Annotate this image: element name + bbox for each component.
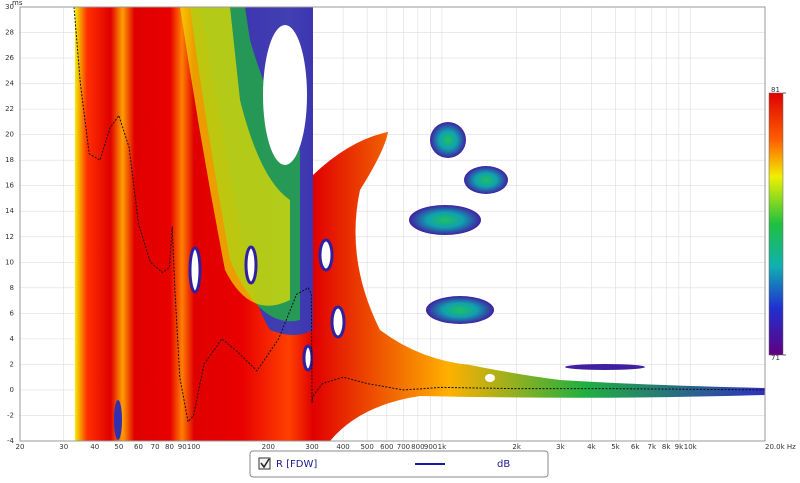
- x-tick-label: 500: [360, 443, 373, 451]
- x-tick-label: 100: [187, 443, 200, 451]
- colorbar-tick-label: 71: [771, 354, 780, 362]
- x-tick-label: 1k: [438, 443, 447, 451]
- y-tick-label: 22: [5, 105, 14, 113]
- x-tick-label: 30: [59, 443, 68, 451]
- x-tick-label: 200: [262, 443, 275, 451]
- x-tick-label: 50: [114, 443, 123, 451]
- heat-field: [75, 7, 765, 441]
- y-tick-label: 18: [5, 156, 14, 164]
- x-tick-label: 300: [305, 443, 318, 451]
- y-tick-label: 8: [10, 284, 14, 292]
- colorbar: [768, 92, 784, 356]
- y-tick-label: 10: [5, 258, 14, 266]
- y-tick-label: 2: [10, 360, 14, 368]
- x-tick-label: 7k: [648, 443, 657, 451]
- x-tick-label: 40: [90, 443, 99, 451]
- x-tick-label: 6k: [631, 443, 640, 451]
- plot-frame: [19, 6, 766, 442]
- x-tick-label: 20: [16, 443, 25, 451]
- legend-unit: dB: [497, 459, 510, 470]
- y-tick-label: 6: [10, 309, 15, 317]
- x-tick-label: 70: [151, 443, 160, 451]
- y-tick-label: -2: [7, 411, 14, 419]
- x-tick-label: 90: [178, 443, 187, 451]
- y-tick-label: 4: [10, 335, 15, 343]
- y-tick-label: 20: [5, 131, 14, 139]
- x-tick-label: 60: [134, 443, 143, 451]
- y-tick-label: 28: [5, 29, 14, 37]
- x-tick-label: 80: [165, 443, 174, 451]
- legend: R [FDW] dB: [249, 450, 549, 478]
- x-tick-label: 10k: [684, 443, 698, 451]
- x-tick-label: 800: [411, 443, 424, 451]
- peak-line: [73, 6, 766, 423]
- y-tick-label: 14: [5, 207, 14, 215]
- y-tick-label: -4: [7, 437, 15, 445]
- y-axis-label: ms: [12, 0, 23, 7]
- y-tick-label: 12: [5, 233, 14, 241]
- y-tick-label: 26: [5, 54, 14, 62]
- plot: [73, 6, 766, 423]
- x-tick-label: 9k: [675, 443, 684, 451]
- x-tick-label: 5k: [611, 443, 620, 451]
- legend-label: R [FDW]: [276, 459, 317, 470]
- x-tick-label: 2k: [512, 443, 521, 451]
- x-tick-label: 700: [397, 443, 410, 451]
- y-tick-label: 30: [5, 3, 14, 11]
- x-tick-label: 3k: [556, 443, 565, 451]
- x-tick-label: 20.0k Hz: [765, 443, 796, 451]
- x-tick-label: 400: [336, 443, 349, 451]
- y-tick-label: 0: [10, 386, 14, 394]
- y-tick-label: 16: [5, 182, 14, 190]
- colorbar-tick-label: 81: [771, 86, 780, 94]
- x-tick-label: 8k: [662, 443, 671, 451]
- x-tick-label: 4k: [587, 443, 596, 451]
- x-tick-label: 900: [424, 443, 437, 451]
- y-tick-label: 24: [5, 80, 14, 88]
- x-tick-label: 600: [380, 443, 393, 451]
